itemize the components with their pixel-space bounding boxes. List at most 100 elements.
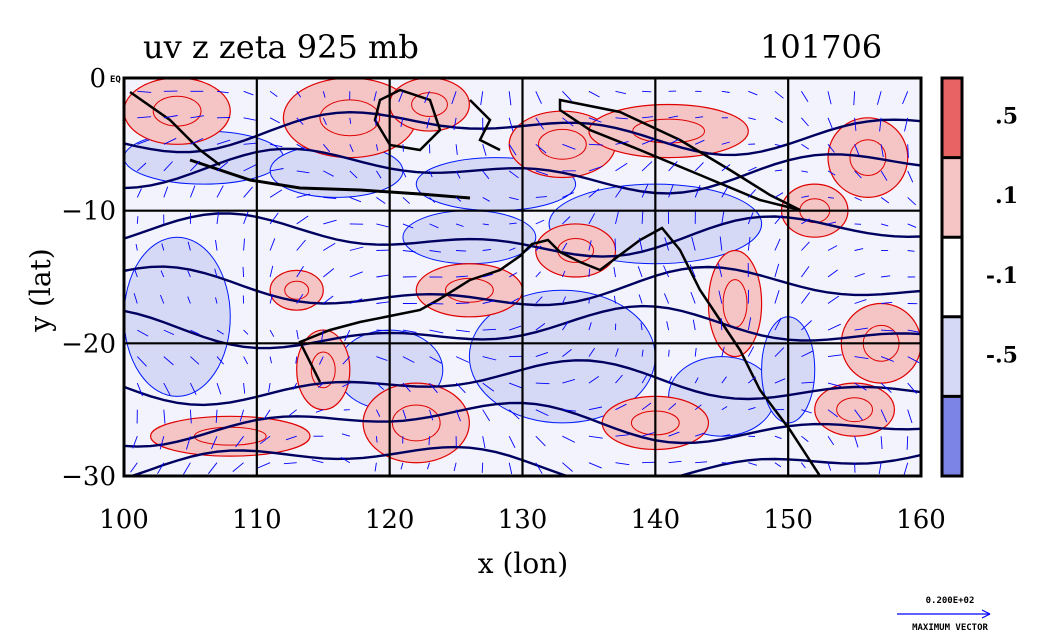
wind-vector xyxy=(774,435,782,440)
wind-vector xyxy=(215,409,218,423)
wind-vector xyxy=(315,409,324,413)
wind-vector xyxy=(880,223,889,227)
wind-vector xyxy=(318,356,324,365)
wind-vector xyxy=(456,329,470,333)
wind-vector xyxy=(183,462,191,475)
wind-vector xyxy=(588,188,600,198)
wind-vector xyxy=(163,137,177,145)
wind-vector xyxy=(349,196,362,203)
wind-vector xyxy=(666,321,670,331)
wind-vector xyxy=(296,170,310,174)
wind-vector xyxy=(689,264,696,278)
wind-vector xyxy=(881,329,894,332)
wind-vector xyxy=(508,409,520,420)
wind-vector xyxy=(455,144,458,155)
wind-vector xyxy=(296,330,299,340)
wind-vector xyxy=(190,329,200,335)
wind-vector xyxy=(638,294,643,304)
y-tick-suffix: EQ xyxy=(110,75,121,85)
wind-vector xyxy=(562,242,568,251)
wind-vector xyxy=(615,90,627,95)
wind-vector xyxy=(296,266,304,278)
wind-vector xyxy=(588,117,602,123)
wind-vector xyxy=(426,117,430,129)
wind-vector xyxy=(163,409,166,424)
wind-vector xyxy=(562,321,569,331)
wind-vector xyxy=(349,298,363,304)
positive-zeta-region xyxy=(415,263,524,318)
wind-vector xyxy=(216,185,224,198)
wind-vector xyxy=(774,169,783,172)
wind-vector xyxy=(163,161,173,172)
wind-vector xyxy=(668,115,679,119)
wind-vector xyxy=(668,138,680,145)
wind-vector xyxy=(854,382,867,391)
wind-vector xyxy=(694,348,697,357)
wind-vector xyxy=(215,297,218,304)
wind-vector xyxy=(482,300,495,304)
wind-vector xyxy=(508,435,516,449)
colorbar-tick-label: .5 xyxy=(995,104,1018,130)
wind-vector xyxy=(637,266,643,278)
wind-vector xyxy=(880,356,895,362)
wind-vector xyxy=(668,431,680,437)
wind-vector xyxy=(827,295,840,304)
wind-vector xyxy=(615,211,619,225)
wind-vector xyxy=(216,382,222,395)
wind-vector xyxy=(615,185,624,198)
wind-vector xyxy=(375,117,377,126)
y-tick-label: 0 xyxy=(89,64,106,94)
wind-vector xyxy=(429,356,442,364)
wind-vector xyxy=(323,268,335,278)
wind-vector xyxy=(615,374,623,384)
wind-vector xyxy=(133,293,138,304)
wind-vector xyxy=(375,436,378,443)
wind-vector xyxy=(323,196,337,199)
wind-vector xyxy=(881,301,893,304)
wind-vector xyxy=(615,434,629,437)
wind-vector xyxy=(774,462,782,468)
x-tick-label: 140 xyxy=(631,505,681,535)
wind-vector xyxy=(827,144,835,153)
wind-vector xyxy=(455,409,461,422)
wind-vector xyxy=(641,349,644,357)
wind-vector xyxy=(615,403,627,411)
wind-vector xyxy=(721,164,731,172)
wind-vector xyxy=(668,184,674,198)
wind-vector xyxy=(695,461,708,464)
wind-vector xyxy=(854,436,859,448)
wind-vector xyxy=(402,382,411,392)
wind-vector xyxy=(827,245,838,251)
wind-vector xyxy=(269,117,281,124)
wind-vector xyxy=(748,90,758,96)
wind-vector xyxy=(640,322,643,331)
wind-vector xyxy=(694,404,702,411)
new-guinea-coastline xyxy=(558,98,801,212)
wind-vector xyxy=(876,91,882,105)
coastline-layer xyxy=(129,88,822,476)
wind-vector xyxy=(263,409,271,420)
gridlines xyxy=(124,78,921,476)
colorbar-segment xyxy=(942,237,962,317)
wind-vector xyxy=(561,270,566,278)
wind-vector xyxy=(132,436,138,449)
wind-vector xyxy=(668,349,670,357)
wind-vector xyxy=(257,462,271,469)
negative-zeta-region xyxy=(402,210,537,265)
wind-vector xyxy=(615,141,629,145)
wind-vector xyxy=(243,90,254,96)
wind-vector xyxy=(243,356,248,365)
wind-vector xyxy=(664,237,670,251)
x-tick-label: 150 xyxy=(763,505,813,535)
wind-vector xyxy=(163,115,178,119)
wind-vector xyxy=(189,409,192,424)
colorbar-frame xyxy=(940,76,964,478)
wind-vector xyxy=(322,91,326,98)
wind-vector xyxy=(827,462,832,471)
wind-vector xyxy=(747,346,755,357)
wind-vector xyxy=(902,91,909,105)
wind-vector xyxy=(535,271,541,278)
wind-vector xyxy=(663,293,670,304)
wind-vector xyxy=(187,270,191,278)
wind-vector xyxy=(588,322,592,331)
